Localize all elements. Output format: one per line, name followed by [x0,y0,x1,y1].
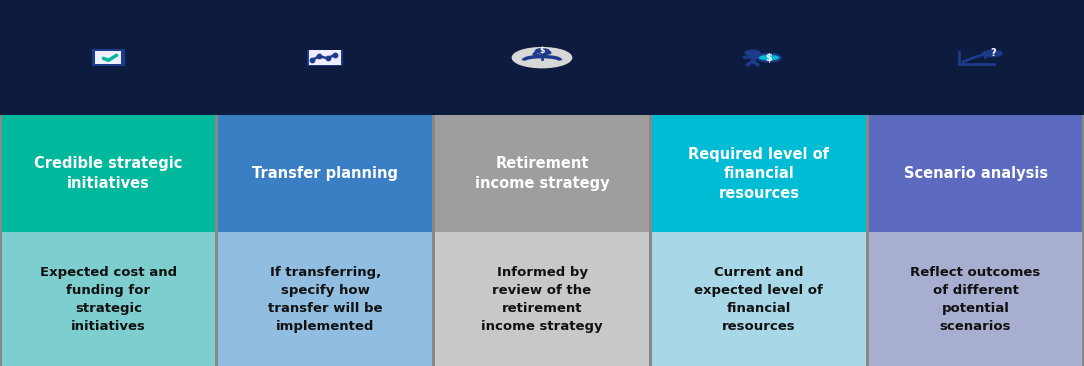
Text: Retirement
income strategy: Retirement income strategy [475,156,609,191]
Bar [869,232,1082,366]
Bar [435,232,649,366]
Text: Transfer planning: Transfer planning [253,167,398,181]
Bar [219,232,431,366]
Circle shape [513,48,571,68]
Point [326,52,344,58]
FancyBboxPatch shape [93,50,124,65]
Bar [435,115,649,232]
Text: Informed by
review of the
retirement
income strategy: Informed by review of the retirement inc… [481,266,603,333]
Bar [869,115,1082,232]
Bar [0,115,1084,366]
FancyBboxPatch shape [95,51,121,64]
Bar [2,232,215,366]
Text: Scenario analysis: Scenario analysis [904,167,1047,181]
Point [304,57,321,63]
Point [319,55,336,61]
Bar [653,115,865,232]
Text: $: $ [765,53,773,63]
FancyBboxPatch shape [308,50,343,66]
Circle shape [745,50,760,55]
Circle shape [535,49,549,53]
Text: $: $ [540,46,544,56]
Bar [0,0,1084,115]
Circle shape [984,51,1002,56]
Text: Credible strategic
initiatives: Credible strategic initiatives [35,156,182,191]
Text: Required level of
financial
resources: Required level of financial resources [688,146,829,201]
Bar [653,232,865,366]
Point [311,53,328,59]
Text: If transferring,
specify how
transfer will be
implemented: If transferring, specify how transfer wi… [268,266,383,333]
Bar [219,115,431,232]
FancyBboxPatch shape [309,51,341,65]
Text: Expected cost and
funding for
strategic
initiatives: Expected cost and funding for strategic … [40,266,177,333]
Text: Reflect outcomes
of different
potential
scenarios: Reflect outcomes of different potential … [911,266,1041,333]
Circle shape [758,54,780,61]
Bar [2,115,215,232]
Text: ?: ? [990,48,996,59]
Text: Current and
expected level of
financial
resources: Current and expected level of financial … [695,266,823,333]
